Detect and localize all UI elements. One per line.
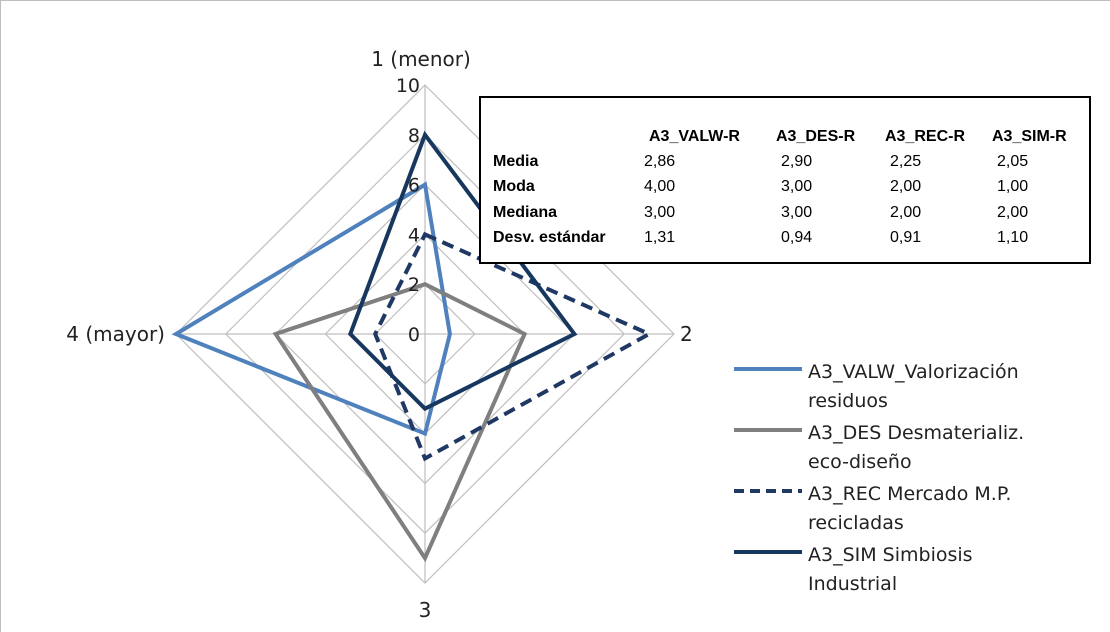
r-tick-label: 2 <box>408 274 420 296</box>
table-row-label: Mediana <box>493 204 558 221</box>
table-cell: 0,91 <box>890 229 922 246</box>
r-tick-label: 4 <box>408 224 420 246</box>
table-cell: 1,31 <box>644 229 676 246</box>
legend-label: A3_SIM Simbiosis Industrial <box>808 544 973 595</box>
statistics-table: A3_VALW-R A3_DES-R A3_REC-R A3_SIM-R Med… <box>479 96 1091 264</box>
table-cell: 1,00 <box>997 178 1029 195</box>
table-header-valw: A3_VALW-R <box>649 128 740 145</box>
r-tick-label: 6 <box>408 175 420 197</box>
axis-label-left: 4 (mayor) <box>66 322 165 346</box>
axis-label-right: 2 <box>680 322 693 346</box>
table-cell: 3,00 <box>781 178 813 195</box>
legend-swatch <box>734 489 802 493</box>
table-cell: 2,05 <box>997 153 1029 170</box>
legend-swatch <box>734 428 802 432</box>
table-cell: 1,10 <box>997 229 1029 246</box>
table-row-label: Media <box>493 153 539 170</box>
table-header-des: A3_DES-R <box>776 128 856 145</box>
table-cell: 2,90 <box>781 153 813 170</box>
table-cell: 2,00 <box>890 178 922 195</box>
legend-label: A3_DES Desmaterializ. eco-diseño <box>808 422 1025 473</box>
table-cell: 2,86 <box>644 153 676 170</box>
table-header-rec: A3_REC-R <box>885 128 966 145</box>
series-line-2 <box>272 282 528 563</box>
legend-label: A3_REC Mercado M.P. recicladas <box>808 483 1012 534</box>
legend-swatch <box>734 367 802 371</box>
table-row-label: Desv. estándar <box>493 229 606 246</box>
table-cell: 3,00 <box>644 204 676 221</box>
legend-entry: A3_DES Desmaterializ. eco-diseño <box>732 419 1102 480</box>
axis-label-bottom: 3 <box>419 598 432 622</box>
series-line-4 <box>347 130 578 412</box>
table-cell: 4,00 <box>644 178 676 195</box>
legend-entry: A3_REC Mercado M.P. recicladas <box>732 480 1102 541</box>
table-header-sim: A3_SIM-R <box>992 128 1067 145</box>
legend-swatch <box>734 550 802 554</box>
chart-legend: A3_VALW_Valorización residuos A3_DES Des… <box>732 358 1102 602</box>
table-cell: 3,00 <box>781 204 813 221</box>
legend-label: A3_VALW_Valorización residuos <box>808 361 1019 412</box>
axis-label-top: 1 (menor) <box>371 47 471 71</box>
r-tick-label: 0 <box>408 324 420 346</box>
legend-entry: A3_VALW_Valorización residuos <box>732 358 1102 419</box>
table-cell: 2,00 <box>890 204 922 221</box>
legend-entry: A3_SIM Simbiosis Industrial <box>732 541 1102 602</box>
r-tick-label: 8 <box>408 125 420 147</box>
table-cell: 2,00 <box>997 204 1029 221</box>
series-line-1 <box>171 181 452 437</box>
radar-series <box>171 130 654 563</box>
r-tick-label: 10 <box>396 75 420 97</box>
table-row-label: Moda <box>493 178 535 195</box>
series-line-3 <box>373 231 654 462</box>
radar-labels: 1 (menor) 2 3 4 (mayor) 0 2 4 6 8 10 <box>66 47 692 622</box>
table-cell: 2,25 <box>890 153 922 170</box>
table-cell: 0,94 <box>781 229 813 246</box>
